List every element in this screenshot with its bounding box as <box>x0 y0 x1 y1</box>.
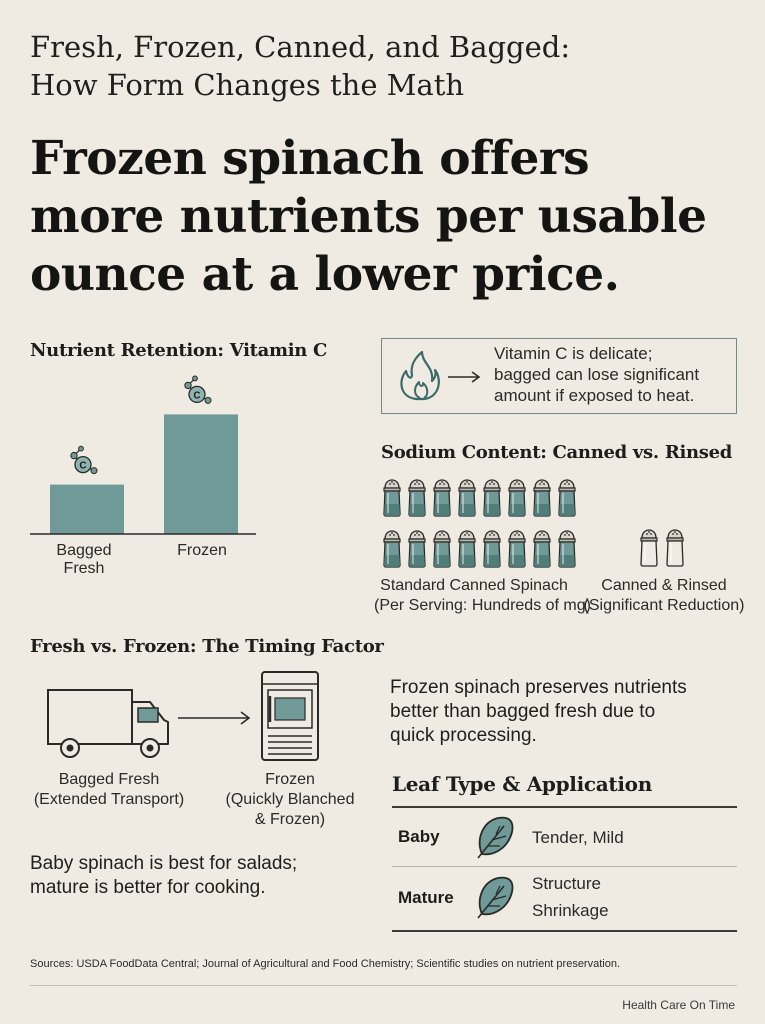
timing-heading: Fresh vs. Frozen: The Timing Factor <box>30 636 384 657</box>
leaf-table-row-rule <box>392 866 737 867</box>
salt-shaker-icon <box>381 478 406 523</box>
vitamin-c-note-line-1: Vitamin C is delicate; <box>494 344 653 363</box>
salt-shaker-icon <box>531 478 556 523</box>
frozen-timing-label: Frozen (Quickly Blanched & Frozen) <box>220 770 360 830</box>
leaf-desc-mature-line-2: Shrinkage <box>532 901 609 920</box>
salt-shaker-rinsed-icon <box>664 528 686 573</box>
standard-canned-label-line-1: Standard Canned Spinach <box>380 577 568 594</box>
subtitle-line-2: How Form Changes the Math <box>30 68 465 102</box>
salt-shaker-icon <box>406 529 431 574</box>
canned-rinsed-label-line-1: Canned & Rinsed <box>601 577 727 594</box>
salt-shaker-icon <box>531 529 556 574</box>
bar-label-bagged-fresh: Bagged Fresh <box>56 542 112 577</box>
salt-shaker-icon <box>481 478 506 523</box>
standard-canned-shakers <box>381 478 581 574</box>
headline: Frozen spinach offers more nutrients per… <box>30 130 750 304</box>
salt-shaker-icon <box>406 478 431 523</box>
mature-leaf-icon <box>477 876 514 919</box>
frozen-preserves-note: Frozen spinach preserves nutrients bette… <box>390 676 740 748</box>
leaf-desc-mature: Structure Shrinkage <box>532 870 609 924</box>
flame-arrow-icon <box>400 350 481 401</box>
vitamin-c-molecule-icon: C <box>184 375 212 404</box>
salt-shaker-icon <box>556 529 581 574</box>
freezer-icon <box>261 671 319 761</box>
leaf-desc-baby: Tender, Mild <box>532 828 624 847</box>
canned-rinsed-label: Canned & Rinsed (Significant Reduction) <box>580 576 748 616</box>
spinach-tip: Baby spinach is best for salads; mature … <box>30 852 370 900</box>
footer-divider <box>30 985 737 986</box>
sodium-heading: Sodium Content: Canned vs. Rinsed <box>381 442 733 463</box>
vitamin-c-chart: CC <box>30 375 256 535</box>
frozen-note-line-2: better than bagged fresh due to <box>390 701 656 722</box>
standard-canned-label: Standard Canned Spinach (Per Serving: Hu… <box>374 576 591 616</box>
canned-rinsed-label-line-2: (Significant Reduction) <box>583 597 745 614</box>
vitamin-c-heading: Nutrient Retention: Vitamin C <box>30 340 328 361</box>
frozen-timing-line-1: Frozen <box>265 771 315 788</box>
salt-shaker-icon <box>431 529 456 574</box>
leaf-table-bottom-rule <box>392 930 737 932</box>
bagged-fresh-timing-line-1: Bagged Fresh <box>58 771 160 788</box>
frozen-note-line-1: Frozen spinach preserves nutrients <box>390 677 687 698</box>
headline-line-3: ounce at a lower price. <box>30 247 620 302</box>
vitamin-c-note-box: Vitamin C is delicate; bagged can lose s… <box>381 338 737 414</box>
salt-shaker-icon <box>481 529 506 574</box>
bagged-fresh-timing-line-2: (Extended Transport) <box>33 791 185 808</box>
bar-bagged-fresh <box>50 484 124 534</box>
brand-credit: Health Care On Time <box>622 998 735 1012</box>
vitamin-c-letter: C <box>193 390 200 401</box>
bagged-fresh-timing-label: Bagged Fresh (Extended Transport) <box>24 770 194 810</box>
timing-arrow-icon <box>178 711 251 725</box>
vitamin-c-note: Vitamin C is delicate; bagged can lose s… <box>494 343 734 406</box>
sources-note: Sources: USDA FoodData Central; Journal … <box>30 958 621 970</box>
leaf-desc-mature-line-1: Structure <box>532 874 601 893</box>
vitamin-c-letter: C <box>79 461 86 472</box>
standard-canned-label-line-2: (Per Serving: Hundreds of mg) <box>374 597 591 614</box>
leaf-heading: Leaf Type & Application <box>392 772 652 796</box>
spinach-tip-line-1: Baby spinach is best for salads; <box>30 853 298 874</box>
salt-shaker-icon <box>506 529 531 574</box>
baby-leaf-icon <box>477 816 514 859</box>
salt-shaker-icon <box>381 529 406 574</box>
vitamin-c-molecule-icon: C <box>70 445 98 475</box>
headline-line-2: more nutrients per usable <box>30 189 707 244</box>
bar-label-frozen: Frozen <box>177 542 227 559</box>
headline-line-1: Frozen spinach offers <box>30 131 590 186</box>
subtitle: Fresh, Frozen, Canned, and Bagged: How F… <box>30 28 750 104</box>
frozen-timing-line-2: (Quickly Blanched <box>225 791 355 808</box>
frozen-timing-line-3: & Frozen) <box>254 811 326 828</box>
frozen-note-line-3: quick processing. <box>390 725 537 746</box>
spinach-tip-line-2: mature is better for cooking. <box>30 877 266 898</box>
subtitle-line-1: Fresh, Frozen, Canned, and Bagged: <box>30 30 571 64</box>
salt-shaker-icon <box>456 478 481 523</box>
salt-shaker-icon <box>456 529 481 574</box>
salt-shaker-rinsed-icon <box>638 528 660 573</box>
salt-shaker-icon <box>556 478 581 523</box>
truck-icon <box>47 689 169 758</box>
bar-frozen <box>164 414 238 534</box>
vitamin-c-note-line-3: amount if exposed to heat. <box>494 386 695 405</box>
leaf-type-mature: Mature <box>398 888 454 907</box>
salt-shaker-icon <box>506 478 531 523</box>
leaf-table-top-rule <box>392 806 737 808</box>
salt-shaker-icon <box>431 478 456 523</box>
leaf-type-baby: Baby <box>398 827 440 846</box>
rinsed-shakers <box>638 528 686 573</box>
vitamin-c-note-line-2: bagged can lose significant <box>494 365 700 384</box>
